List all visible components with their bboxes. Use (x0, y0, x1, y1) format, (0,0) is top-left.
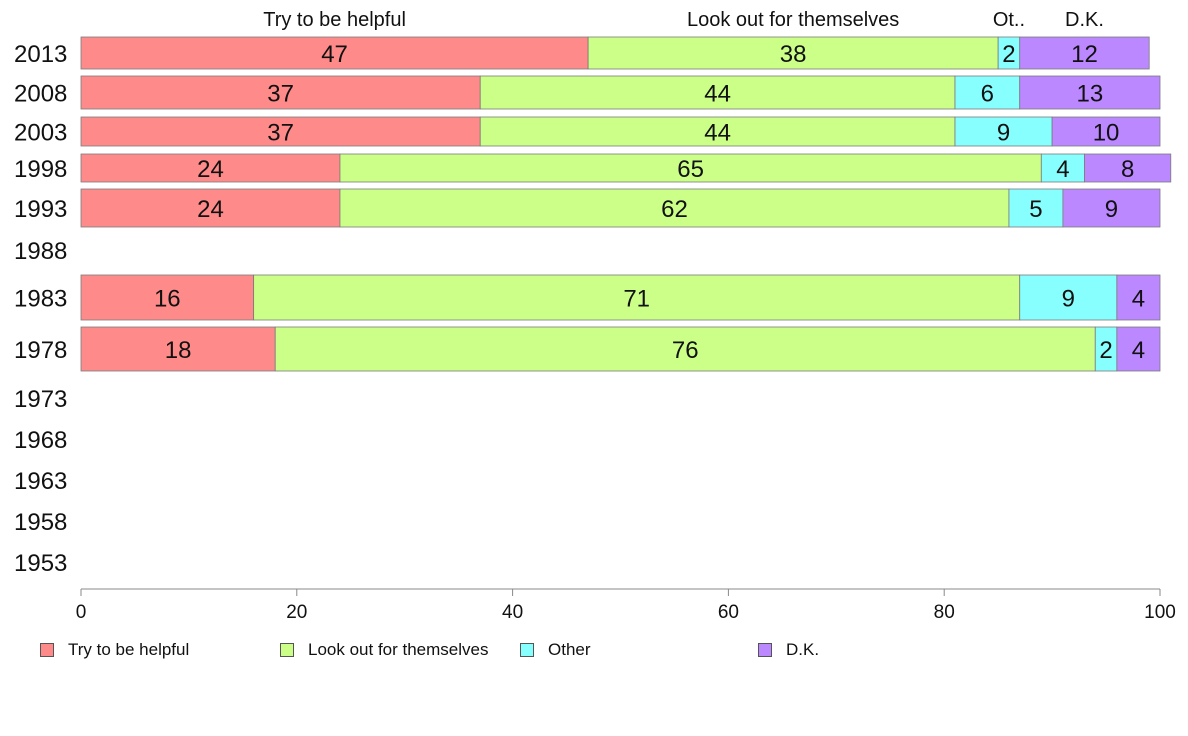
legend-label: Try to be helpful (68, 640, 190, 659)
year-label: 1988 (14, 238, 67, 265)
data-label: 2 (1002, 41, 1015, 68)
bar-segment (80, 36, 589, 70)
year-label: 1963 (14, 468, 67, 495)
x-tick-label: 80 (934, 602, 955, 623)
column-header: D.K. (1065, 9, 1104, 31)
bar-segment (339, 153, 1042, 183)
data-label: 9 (997, 120, 1010, 147)
bar-segment (1008, 188, 1064, 228)
bar-segment (80, 274, 255, 321)
legend-swatch (280, 643, 294, 657)
year-label: 1968 (14, 427, 67, 454)
data-label: 65 (677, 156, 704, 183)
x-tick-label: 100 (1144, 602, 1176, 623)
data-label: 4 (1056, 156, 1069, 183)
data-label: 71 (623, 286, 650, 313)
year-label: 2008 (14, 81, 67, 108)
bar-segment (253, 274, 1021, 321)
column-header: Try to be helpful (263, 9, 406, 31)
legend-swatch (40, 643, 54, 657)
bar-segment (587, 36, 999, 70)
data-label: 4 (1132, 286, 1145, 313)
bar-segment (339, 188, 1010, 228)
data-label: 37 (267, 120, 294, 147)
bar-segment (1051, 116, 1161, 147)
bar-segment (1040, 153, 1085, 183)
data-label: 18 (165, 337, 192, 364)
legend-swatch (520, 643, 534, 657)
data-label: 44 (704, 120, 731, 147)
legend-label: D.K. (786, 640, 820, 659)
data-label: 8 (1121, 156, 1134, 183)
column-header: Look out for themselves (687, 9, 899, 31)
x-tick-label: 60 (718, 602, 739, 623)
bar-segment (80, 188, 341, 228)
data-label: 10 (1093, 120, 1120, 147)
bar-segment (1084, 153, 1172, 183)
bar-segment (80, 153, 341, 183)
data-label: 24 (197, 156, 224, 183)
column-header: Ot.. (993, 9, 1025, 31)
data-label: 76 (672, 337, 699, 364)
bar-segment (1062, 188, 1161, 228)
year-label: 1983 (14, 286, 67, 313)
year-label: 2013 (14, 41, 67, 68)
stacked-bar-chart: Try to be helpful Look out for themselves… (14, 9, 1176, 623)
legend-label: Look out for themselves (308, 640, 489, 659)
bar-segment (479, 116, 956, 147)
bar-segment (479, 75, 956, 110)
bar-segment (1019, 36, 1150, 70)
data-label: 47 (321, 41, 348, 68)
data-label: 16 (154, 286, 181, 313)
bar-segment (954, 116, 1053, 147)
legend-swatch (758, 643, 772, 657)
bar-segment (80, 116, 481, 147)
year-label: 2003 (14, 120, 67, 147)
data-label: 5 (1029, 196, 1042, 223)
legend-item: D.K. (758, 640, 819, 660)
chart-legend: Try to be helpful Look out for themselves… (0, 640, 1188, 666)
data-label: 37 (267, 81, 294, 108)
data-label: 44 (704, 81, 731, 108)
year-label: 1953 (14, 550, 67, 577)
legend-item: Other (520, 640, 591, 660)
bar-segment (1116, 326, 1161, 372)
year-label: 1978 (14, 337, 67, 364)
legend-label: Other (548, 640, 591, 659)
year-label: 1958 (14, 509, 67, 536)
year-label: 1998 (14, 156, 67, 183)
x-tick-label: 20 (286, 602, 307, 623)
bar-segment (80, 75, 481, 110)
data-label: 13 (1077, 81, 1104, 108)
data-label: 2 (1099, 337, 1112, 364)
data-label: 9 (1105, 196, 1118, 223)
bar-segment (274, 326, 1096, 372)
bar-segment (1019, 75, 1161, 110)
data-label: 24 (197, 196, 224, 223)
bar-segment (1116, 274, 1161, 321)
x-tick-label: 40 (502, 602, 523, 623)
x-tick-label: 0 (76, 602, 87, 623)
bar-segment (80, 326, 276, 372)
legend-item: Look out for themselves (280, 640, 488, 660)
bar-segment (954, 75, 1021, 110)
legend-item: Try to be helpful (40, 640, 189, 660)
data-label: 12 (1071, 41, 1098, 68)
data-label: 6 (981, 81, 994, 108)
data-label: 4 (1132, 337, 1145, 364)
year-label: 1993 (14, 196, 67, 223)
bar-segment (1019, 274, 1118, 321)
year-label: 1973 (14, 386, 67, 413)
data-label: 62 (661, 196, 688, 223)
data-label: 9 (1062, 286, 1075, 313)
data-label: 38 (780, 41, 807, 68)
